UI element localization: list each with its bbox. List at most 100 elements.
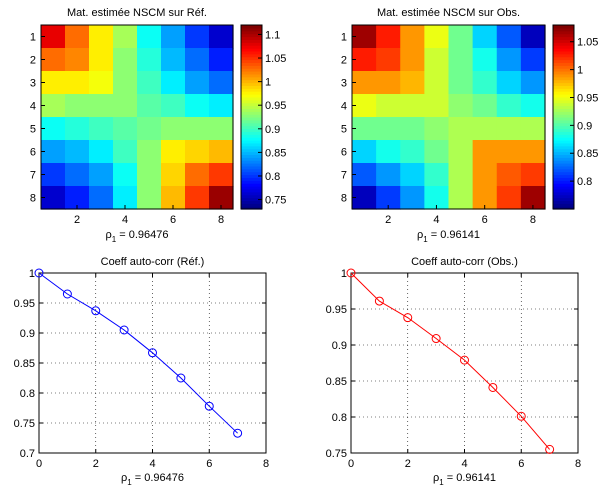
heatmap-cell [113,25,138,49]
colorbar-swatch [553,39,574,43]
colorbar-swatch [553,105,574,109]
plot-area [351,273,578,453]
heatmap-cell [352,163,377,187]
heatmap-cell [113,94,138,118]
x-axis-label: ρ1 = 0.96476 [121,472,184,487]
heatmap-cell [41,140,66,164]
x-tick-label: 6 [206,458,212,470]
x-axis-label: ρ1 = 0.96476 [105,229,168,244]
heatmap-cell [185,163,210,187]
colorbar-swatch [553,68,574,72]
y-tick-label: 0.8 [332,412,347,424]
heatmap-panel-obs: Mat. estimée NSCM sur Obs. 1 2 3 4 5 6 7 8 2 4 6 8 ρ1… [341,7,599,244]
colorbar-swatch [553,119,574,124]
colorbar-swatch [553,197,574,201]
heatmap-cell [137,71,162,95]
heatmap-cell [376,117,401,141]
colorbar-swatch [553,71,574,75]
colorbar-swatch [553,36,574,40]
heatmap-cell [424,25,450,49]
x-tick-label: 8 [263,458,269,470]
heatmap-cell [113,186,138,210]
colorbar-swatch [241,71,262,75]
colorbar-swatch [241,48,262,52]
heatmap-cell [376,71,401,95]
colorbar-tick-label: 0.75 [265,195,286,207]
colorbar-swatch [553,137,574,141]
colorbar-swatch [553,134,574,138]
data-point [62,289,72,299]
colorbar-swatch [553,73,574,78]
colorbar-swatch [553,183,574,187]
colorbar-swatch [241,131,262,135]
heatmap-cell [185,186,210,210]
heatmap-cell [352,94,377,118]
heatmap-cell [113,117,138,141]
heatmap-cell [472,117,498,141]
heatmap-cell [137,140,162,164]
heatmap-cell [472,71,498,95]
heatmap-cell [161,186,186,210]
colorbar-swatch [553,203,574,207]
data-point [346,268,356,278]
heatmap-cell [520,140,546,164]
heatmap-cell [161,71,186,95]
y-tick-label: 8 [341,193,347,205]
colorbar-swatch [553,194,574,199]
colorbar-swatch [553,76,574,81]
y-tick-label: 1 [30,32,36,44]
colorbar-tick-label: 1.05 [265,53,286,65]
colorbar-swatch [553,53,574,58]
heatmap-cell [520,163,546,187]
colorbar-swatch [553,25,574,29]
heatmap-cell [41,25,66,49]
data-point [119,325,129,335]
plot-frame [351,24,546,210]
heatmap-cell [400,48,425,72]
colorbar-swatch [241,53,262,58]
colorbar-swatch [553,154,574,158]
heatmap-cell [137,94,162,118]
heatmap-cell [496,94,522,118]
colorbar-swatch [241,203,262,207]
colorbar-swatch [241,76,262,81]
heatmap-cell [185,25,210,49]
colorbar-swatch [241,99,262,104]
colorbar-swatch [241,180,262,184]
colorbar-swatch [241,73,262,78]
colorbar-swatch [553,125,574,130]
colorbar-swatch [553,157,574,161]
colorbar-tick-label: 1.05 [577,37,598,49]
colorbar-swatch [241,183,262,187]
x-tick-label: 2 [93,458,99,470]
data-point [460,355,469,365]
colorbar-swatch [553,165,574,170]
heatmap-cell [65,48,90,72]
heatmap-cell [89,117,114,141]
colorbar-tick-label: 0.9 [265,124,280,136]
heatmap-cell [424,94,450,118]
heatmap-cell [400,117,425,141]
colorbar-swatch [553,180,574,184]
colorbar-swatch [241,117,262,121]
y-tick-label: 6 [30,147,36,159]
colorbar-swatch [553,148,574,153]
data-point [374,296,384,306]
x-tick-label: 6 [518,458,524,470]
colorbar-swatch [241,186,262,190]
heatmap-cell [520,94,546,118]
heatmap-cell [472,94,498,118]
colorbar-swatch [241,125,262,130]
y-tick-label: 0.85 [14,358,35,370]
heatmap-cell [209,140,234,164]
colorbar-swatch [553,142,574,147]
colorbar-swatch [241,206,262,210]
y-tick-label: 1 [341,32,347,44]
heatmap-cell [352,140,377,164]
colorbar-swatch [553,102,574,107]
colorbar-swatch [553,177,574,181]
colorbar-tick-label: 0.85 [577,148,598,160]
colorbar-tick-label: 1 [265,77,271,89]
colorbar-swatch [241,85,262,89]
y-tick-label: 4 [30,101,36,113]
